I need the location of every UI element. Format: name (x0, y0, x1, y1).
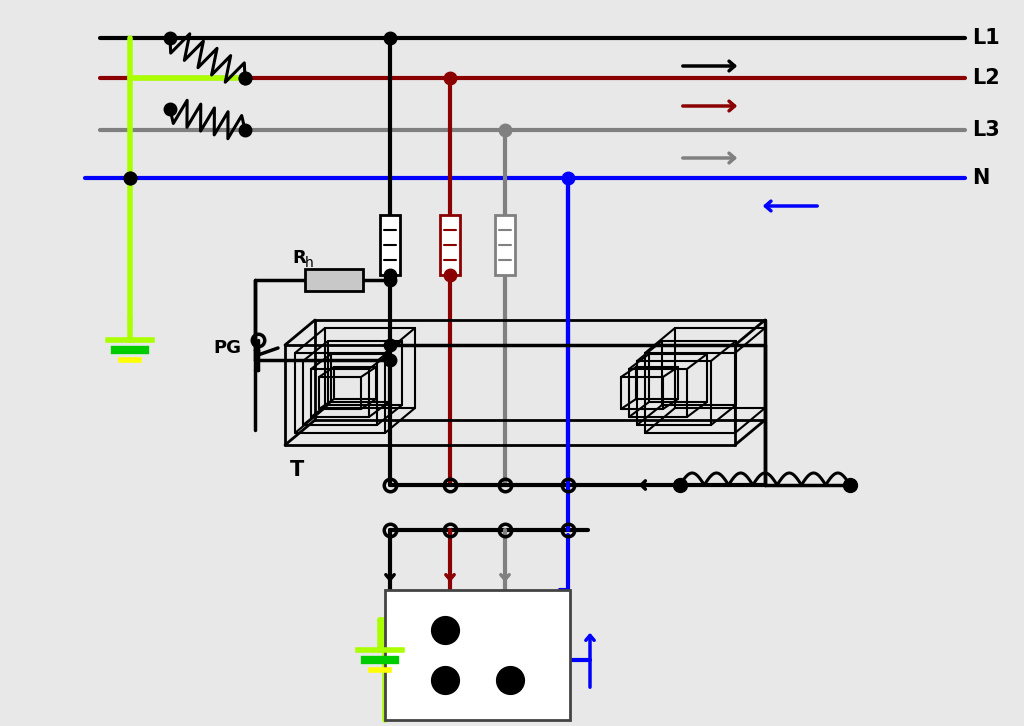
Text: T: T (290, 460, 304, 480)
Bar (305, 269, 362, 291)
Text: N: N (972, 168, 989, 188)
Text: h: h (305, 256, 313, 270)
Text: R: R (292, 249, 306, 267)
Text: L1: L1 (972, 28, 999, 48)
Bar (495, 215, 515, 275)
Text: L2: L2 (972, 68, 999, 88)
Bar (440, 215, 460, 275)
Text: L3: L3 (972, 120, 999, 140)
Text: PG: PG (213, 339, 241, 357)
Bar (385, 590, 570, 720)
Bar (380, 215, 400, 275)
